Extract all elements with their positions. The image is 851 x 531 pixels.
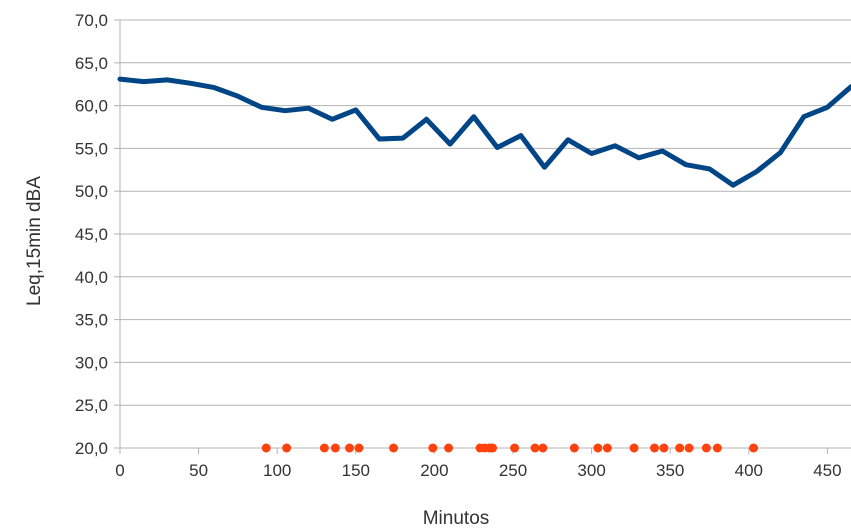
- event-point: [261, 443, 271, 453]
- event-point: [444, 443, 454, 453]
- event-point: [593, 443, 603, 453]
- y-tick-labels: 20,0 25,0 30,0 35,0 40,0 45,0 50,0 55,0 60,0 65,0…: [75, 11, 108, 458]
- x-tick-label: 0: [115, 461, 124, 480]
- event-point: [538, 443, 548, 453]
- y-axis-title: Leq,15min dBA: [24, 176, 45, 306]
- event-point: [712, 443, 722, 453]
- y-tick-label: 40,0: [75, 268, 108, 287]
- x-tick-label: 450: [813, 461, 841, 480]
- y-tick-label: 55,0: [75, 139, 108, 158]
- event-point: [701, 443, 711, 453]
- x-axis-title: Minutos: [423, 508, 490, 529]
- event-point: [569, 443, 579, 453]
- y-tick-label: 25,0: [75, 396, 108, 415]
- series: [117, 76, 851, 453]
- y-tick-label: 50,0: [75, 182, 108, 201]
- x-tick-label: 100: [263, 461, 291, 480]
- event-point: [389, 443, 399, 453]
- event-point: [488, 443, 498, 453]
- x-tick-label: 400: [735, 461, 763, 480]
- event-point: [675, 443, 685, 453]
- leq-series-line: [117, 76, 851, 188]
- x-tick-label: 250: [499, 461, 527, 480]
- event-point: [659, 443, 669, 453]
- event-point: [354, 443, 364, 453]
- x-tick-label: 300: [577, 461, 605, 480]
- event-point: [684, 443, 694, 453]
- event-point: [602, 443, 612, 453]
- event-point: [749, 443, 759, 453]
- event-point: [629, 443, 639, 453]
- y-tick-label: 70,0: [75, 11, 108, 30]
- y-tick-label: 30,0: [75, 353, 108, 372]
- event-point: [345, 443, 355, 453]
- y-tick-label: 60,0: [75, 97, 108, 116]
- x-tick-label: 150: [342, 461, 370, 480]
- event-point: [530, 443, 540, 453]
- gridlines: [120, 19, 851, 449]
- event-point: [319, 443, 329, 453]
- event-point: [330, 443, 340, 453]
- x-tick-labels: 0 50 100 150 200 250 300 350 400 450: [115, 461, 841, 480]
- axes: [114, 19, 828, 454]
- event-point: [649, 443, 659, 453]
- y-tick-label: 45,0: [75, 225, 108, 244]
- y-tick-label: 65,0: [75, 54, 108, 73]
- y-tick-label: 20,0: [75, 439, 108, 458]
- x-tick-label: 350: [656, 461, 684, 480]
- event-point: [282, 443, 292, 453]
- y-tick-label: 35,0: [75, 311, 108, 330]
- x-tick-label: 50: [189, 461, 208, 480]
- x-tick-label: 200: [420, 461, 448, 480]
- event-point: [510, 443, 520, 453]
- event-point: [428, 443, 438, 453]
